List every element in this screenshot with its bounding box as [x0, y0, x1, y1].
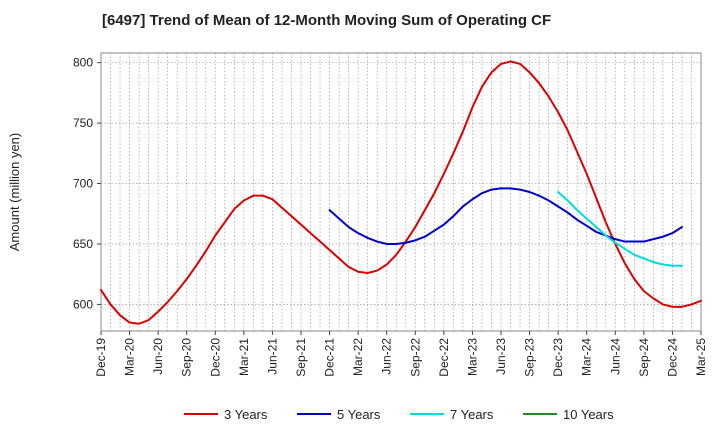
x-tick-label: Dec-22 [437, 338, 451, 377]
x-tick-label: Mar-23 [465, 338, 479, 376]
legend: 3 Years 5 Years 7 Years 10 Years [184, 407, 614, 422]
x-tick-label: Dec-23 [551, 338, 565, 377]
x-tick-label: Sep-22 [408, 338, 422, 377]
x-tick-label: Sep-24 [637, 338, 651, 377]
x-tick-label: Dec-19 [94, 338, 108, 377]
y-tick-label: 700 [73, 177, 93, 191]
series-layer [100, 60, 702, 325]
plot-frame [100, 52, 702, 332]
series-line-5-years [328, 187, 683, 245]
y-tick-label: 650 [73, 237, 93, 251]
x-tick-label: Dec-20 [208, 338, 222, 377]
legend-label: 7 Years [450, 407, 494, 422]
x-tick-label: Jun-23 [494, 338, 508, 375]
x-tick-label: Dec-21 [323, 338, 337, 377]
y-axis-title: Amount (million yen) [7, 133, 22, 252]
x-tick-label: Dec-24 [665, 338, 679, 377]
plot-area [100, 52, 702, 332]
chart-title: [6497] Trend of Mean of 12-Month Moving … [102, 12, 551, 29]
x-tick-label: Jun-21 [265, 338, 279, 375]
x-tick-label: Mar-20 [123, 338, 137, 376]
y-tick-label: 750 [73, 116, 93, 130]
x-tick-label: Sep-20 [180, 338, 194, 377]
y-tick-label: 800 [73, 56, 93, 70]
legend-label: 3 Years [224, 407, 268, 422]
legend-label: 5 Years [337, 407, 381, 422]
y-tick-label: 600 [73, 297, 93, 311]
x-tick-label: Mar-24 [580, 338, 594, 376]
x-tick-label: Jun-24 [608, 338, 622, 375]
legend-label: 10 Years [563, 407, 614, 422]
series-line-7-years [557, 191, 683, 267]
x-tick-label: Jun-22 [380, 338, 394, 375]
x-tick-label: Jun-20 [151, 338, 165, 375]
y-axis: 600 650 700 750 800 [73, 56, 101, 311]
x-tick-label: Sep-23 [523, 338, 537, 377]
series-line-3-years [100, 60, 702, 325]
x-tick-label: Mar-21 [237, 338, 251, 376]
x-axis: Dec-19 Mar-20 Jun-20 Sep-20 Dec-20 Mar-21 Jun-… [94, 331, 708, 377]
x-tick-label: Mar-25 [694, 338, 708, 376]
x-tick-label: Mar-22 [351, 338, 365, 376]
grid-lines [100, 53, 702, 331]
x-tick-label: Sep-21 [294, 338, 308, 377]
